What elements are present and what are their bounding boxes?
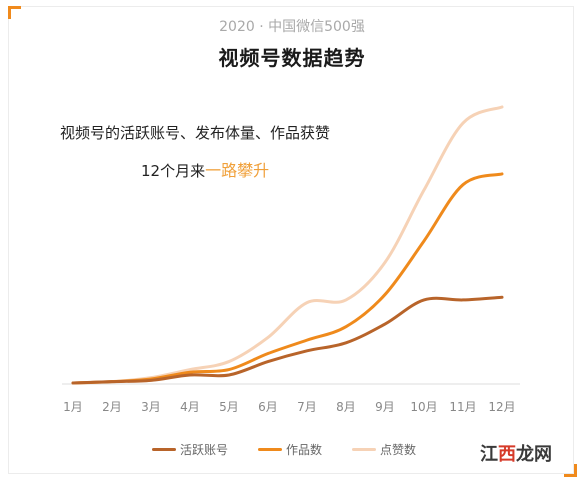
chart-frame	[8, 6, 574, 474]
legend-swatch	[152, 448, 176, 451]
x-tick-label: 3月	[141, 400, 161, 414]
legend-item: 作品数	[258, 441, 322, 458]
chart-subtitle: 2020 · 中国微信500强	[219, 19, 365, 35]
series-line-1	[71, 295, 504, 385]
chart-legend: 活跃账号 作品数 点赞数	[152, 441, 446, 458]
legend-swatch	[258, 448, 283, 451]
annotation-highlight: 一路攀升	[205, 161, 270, 180]
annotation-line-2: 12个月来一路攀升	[141, 157, 269, 181]
x-tick-label: 9月	[375, 400, 395, 414]
x-tick-label: 11月	[449, 400, 476, 414]
annotation-line-1: 视频号的活跃账号、发布体量、作品获赞	[60, 124, 331, 142]
legend-label: 活跃账号	[180, 443, 229, 457]
legend-item: 活跃账号	[152, 441, 228, 458]
series-line-2	[71, 172, 504, 385]
legend-swatch	[352, 448, 377, 451]
legend-label: 点赞数	[380, 443, 417, 457]
watermark-logo: 江西龙网	[480, 444, 552, 465]
x-tick-label: 2月	[102, 400, 122, 414]
series-line-3	[71, 105, 504, 385]
chart-title: 视频号数据趋势	[218, 46, 366, 70]
x-tick-label: 5月	[219, 400, 239, 414]
x-tick-label: 7月	[297, 400, 317, 414]
x-tick-label: 1月	[63, 400, 83, 414]
frame-corner-top-left	[8, 6, 21, 19]
x-tick-label: 8月	[336, 400, 356, 414]
x-tick-label: 6月	[258, 400, 278, 414]
x-tick-label: 4月	[180, 400, 200, 414]
legend-label: 作品数	[286, 443, 323, 457]
legend-item: 点赞数	[352, 441, 416, 458]
x-tick-label: 12月	[488, 400, 515, 414]
annotation-prefix: 12个月来	[141, 162, 206, 180]
frame-corner-bottom-right	[564, 464, 577, 477]
x-tick-label: 10月	[410, 400, 437, 414]
